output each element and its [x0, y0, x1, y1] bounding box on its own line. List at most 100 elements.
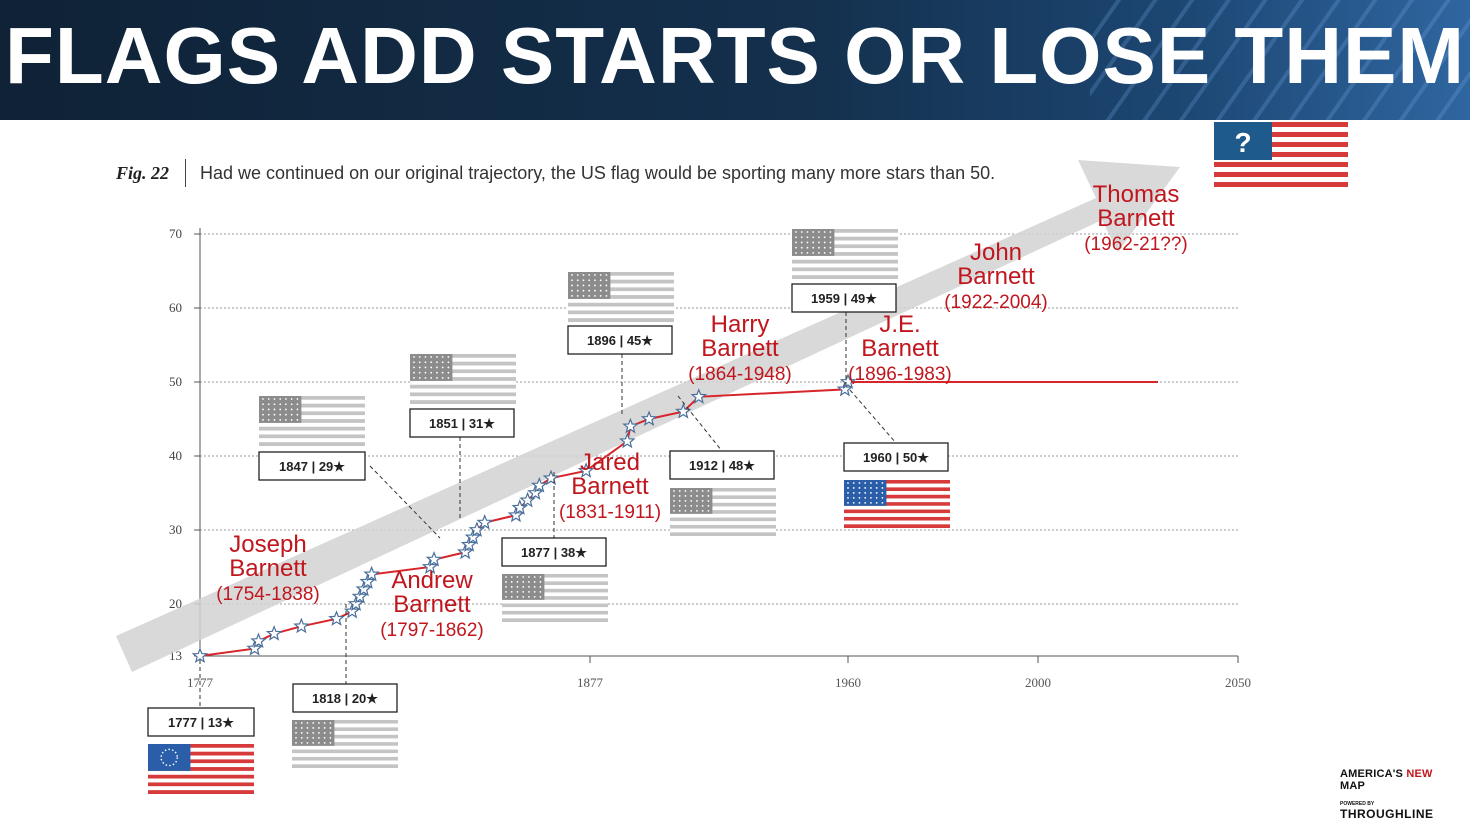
y-tick-label: 60 [169, 300, 182, 315]
flag-star [684, 504, 687, 507]
flag-1960 [844, 480, 950, 528]
flag-star [430, 371, 433, 374]
flag-stripe [568, 279, 674, 284]
flag-star [800, 246, 803, 249]
flag-star [588, 279, 591, 282]
flag-star [441, 361, 444, 364]
flag-star [522, 586, 525, 588]
flag-stripe [844, 516, 950, 521]
flag-star [673, 509, 675, 512]
flag-star [323, 727, 326, 729]
flag-1912 [670, 488, 776, 536]
annotation-last-name: Barnett [229, 555, 307, 582]
flag-star [696, 509, 698, 512]
flag-star [522, 590, 525, 593]
flag-star [673, 500, 675, 502]
leader-line [369, 465, 441, 539]
flag-star [701, 509, 704, 512]
flag-star [300, 736, 303, 739]
flag-stripe [259, 411, 365, 416]
flag-stripe [292, 738, 398, 743]
flag-stripe [148, 763, 254, 768]
flag-star [290, 413, 293, 416]
flag-star [701, 500, 704, 502]
flag-stripe [292, 749, 398, 754]
flag-star [588, 289, 591, 292]
flag-stripe [1214, 182, 1348, 187]
flag-stripe [844, 494, 950, 499]
flag-star [306, 736, 309, 739]
flag-star [510, 586, 513, 588]
flag-star [300, 741, 303, 744]
flag-star [707, 490, 710, 492]
data-point [836, 380, 854, 397]
flag-star [571, 284, 573, 287]
flag-star [582, 274, 585, 276]
flag-stripe [670, 524, 776, 529]
flag-star [582, 284, 585, 287]
flag-star [505, 581, 507, 583]
flag-star [296, 403, 299, 406]
flag-star [852, 487, 855, 489]
flag-star [701, 490, 704, 492]
flag-star [539, 590, 542, 593]
flag-stripe [410, 369, 516, 374]
flag-stripe [292, 742, 398, 746]
flag-star [329, 741, 332, 744]
flag-stripe [259, 438, 365, 443]
flag-star [296, 413, 299, 416]
flag-star [285, 419, 287, 421]
flag-star [690, 509, 693, 512]
flag-stripe [792, 252, 898, 256]
flag-stripe [844, 480, 950, 484]
flag-star [522, 581, 525, 583]
flag-star [818, 231, 820, 233]
flag-star [812, 246, 815, 249]
flag-star [323, 732, 326, 734]
flag-star [522, 576, 525, 578]
flag-star [576, 289, 579, 292]
flag-stripe [792, 244, 898, 249]
flag-star [262, 403, 264, 406]
flag-stripe [844, 483, 950, 488]
flag-star [701, 504, 704, 507]
annotation-last-name: Barnett [861, 335, 939, 362]
flag-star [875, 492, 878, 494]
flag-star [847, 496, 849, 499]
flag-canton [1214, 122, 1272, 160]
flag-stripe [292, 756, 398, 761]
flag-star [707, 495, 710, 497]
flag-star [539, 576, 542, 578]
flag-label-text: 1959 | 49★ [811, 291, 877, 306]
data-point [640, 410, 658, 427]
flag-star [273, 413, 276, 416]
flag-star [295, 736, 297, 739]
flag-stripe [502, 588, 608, 593]
flag-star [690, 500, 693, 502]
flag-stripe [844, 498, 950, 503]
flag-star [690, 504, 693, 507]
flag-stripe [568, 314, 674, 319]
flag-star [413, 371, 415, 374]
flag-star [424, 377, 427, 379]
flag-star [806, 246, 809, 249]
flag-star [441, 366, 444, 369]
flag-star [823, 241, 826, 244]
flag-stripe [410, 354, 516, 358]
flag-star [318, 732, 320, 734]
flag-star [678, 500, 681, 502]
data-point [577, 462, 595, 478]
flag-stripe [670, 488, 776, 492]
annotation-first-name: John [970, 239, 1022, 266]
x-tick-label: 1960 [835, 675, 861, 690]
flag-star [418, 371, 421, 374]
flag-star [829, 231, 832, 233]
flag-stripe [568, 310, 674, 315]
flag-stripe [148, 751, 254, 756]
data-point [456, 543, 474, 560]
flag-star [795, 252, 797, 254]
flag-label-box [258, 451, 366, 481]
flag-star [823, 246, 826, 249]
flag-star [424, 356, 427, 358]
flag-stripe [568, 272, 674, 276]
